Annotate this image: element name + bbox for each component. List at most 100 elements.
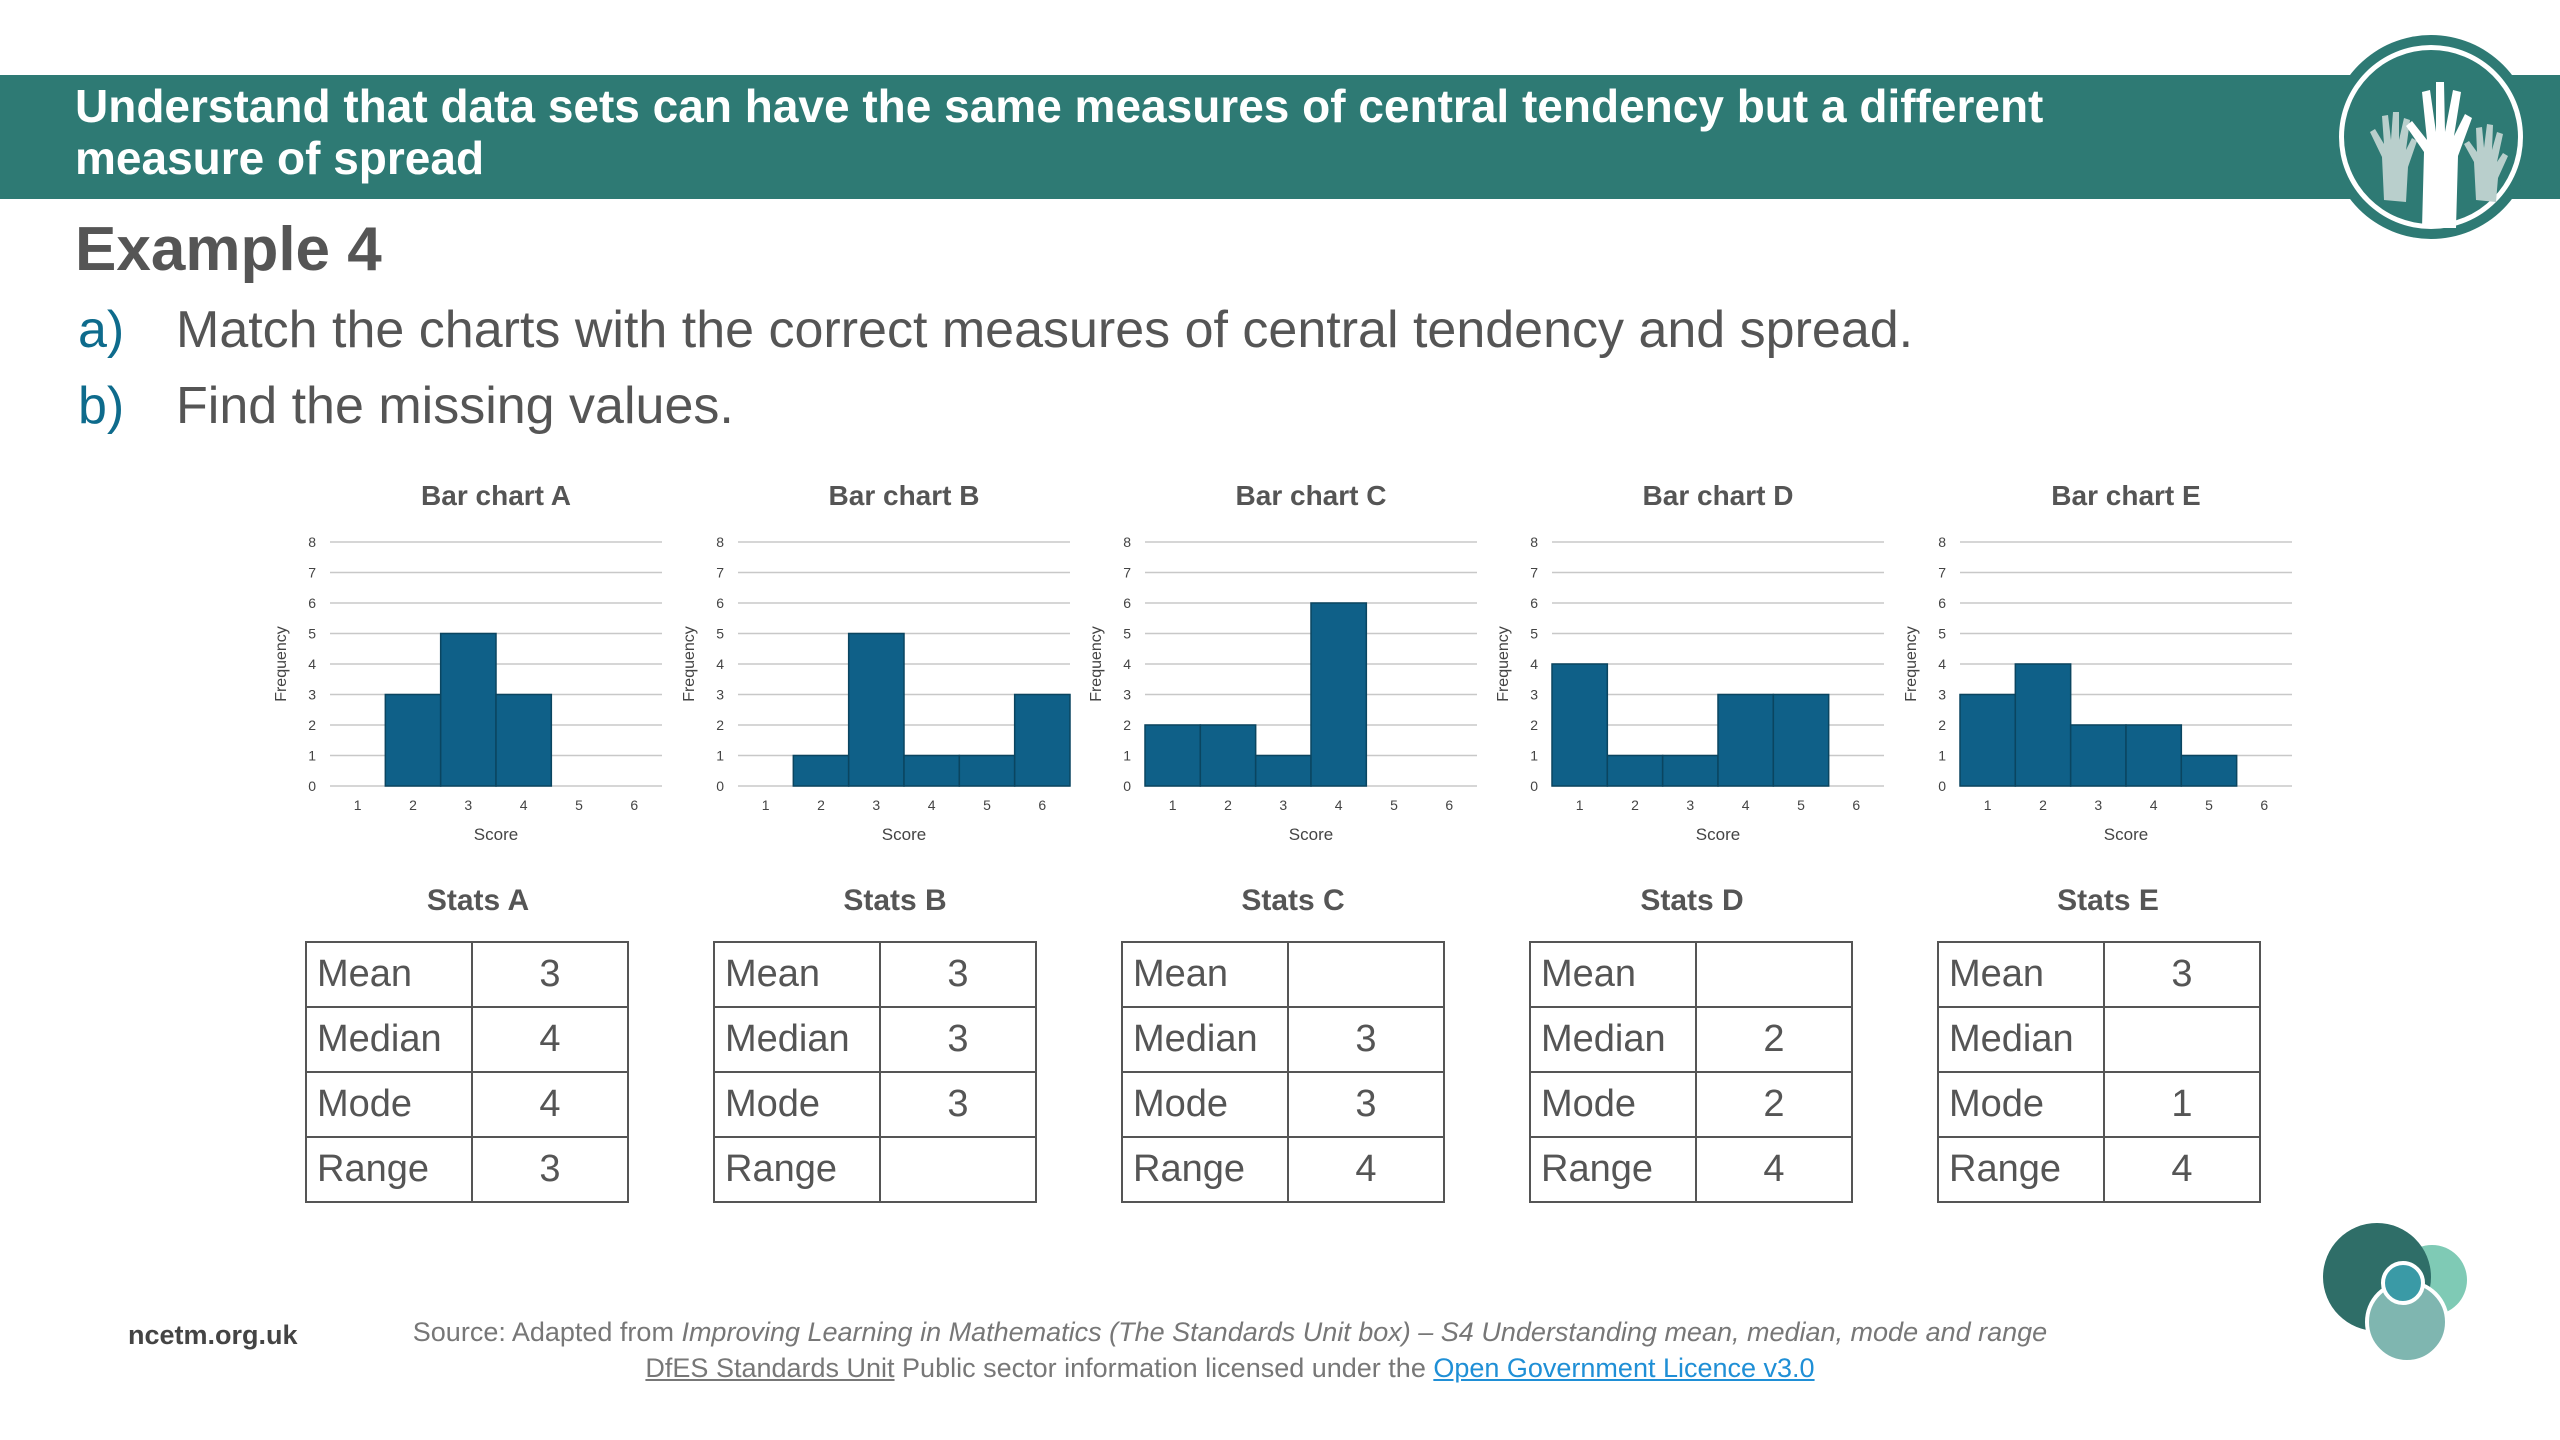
page-title: Understand that data sets can have the s… — [75, 80, 2044, 184]
stats-row: Median 2 — [1529, 1006, 1853, 1073]
bar — [1551, 663, 1609, 787]
stat-label: Median — [1121, 1006, 1289, 1073]
y-tick-label: 3 — [308, 687, 316, 703]
example-heading: Example 4 — [75, 215, 382, 284]
x-axis-label: Score — [1696, 825, 1740, 844]
x-tick-label: 5 — [575, 797, 583, 813]
y-tick-label: 6 — [1530, 595, 1538, 611]
bar — [958, 754, 1016, 787]
stat-value: 4 — [471, 1071, 629, 1138]
licence-text: Public sector information licensed under… — [894, 1353, 1434, 1383]
y-tick-label: 8 — [716, 534, 724, 550]
bar — [2125, 724, 2183, 787]
ogl-link[interactable]: Open Government Licence v3.0 — [1433, 1353, 1815, 1383]
stat-label: Mean — [1121, 941, 1289, 1008]
y-tick-label: 0 — [308, 778, 316, 794]
stats-row: Median 4 — [305, 1006, 629, 1073]
stats-row: Mean — [1121, 941, 1445, 1008]
stat-label: Range — [1529, 1136, 1697, 1203]
dfes-link[interactable]: DfES Standards Unit — [645, 1353, 895, 1383]
stat-value: 1 — [2103, 1071, 2261, 1138]
bar-chart-d: Bar chart D 0 1 2 3 4 5 6 7 8 1 2 3 4 5 6 Score Frequency — [1492, 480, 1908, 860]
question-letter: a) — [78, 301, 125, 359]
x-axis-label: Score — [474, 825, 518, 844]
x-tick-label: 5 — [983, 797, 991, 813]
y-axis-label: Frequency — [273, 626, 290, 702]
x-axis-label: Score — [1289, 825, 1333, 844]
stats-table-b: Mean 3 Median 3 Mode 3 Range — [713, 941, 1037, 1203]
y-tick-label: 0 — [1938, 778, 1946, 794]
bar — [439, 632, 497, 787]
bar — [1717, 693, 1775, 787]
header-banner — [0, 75, 2560, 199]
footer-site-link[interactable]: ncetm.org.uk — [128, 1320, 298, 1350]
bar — [1013, 693, 1071, 787]
bar — [1959, 693, 2017, 787]
source-title: Improving Learning in Mathematics (The S… — [681, 1317, 2048, 1347]
stats-row: Median 3 — [1121, 1006, 1445, 1073]
stat-value: 3 — [471, 941, 629, 1008]
x-tick-label: 3 — [1686, 797, 1694, 813]
x-tick-label: 6 — [630, 797, 638, 813]
stats-row: Mode 4 — [305, 1071, 629, 1138]
question-b: b) Find the missing values. — [78, 376, 734, 436]
y-tick-label: 0 — [1123, 778, 1131, 794]
x-tick-label: 3 — [872, 797, 880, 813]
bar — [2069, 724, 2127, 787]
stat-value: 3 — [471, 1136, 629, 1203]
source-citation: Source: Adapted from Improving Learning … — [400, 1314, 2060, 1386]
stats-row: Range 3 — [305, 1136, 629, 1203]
bar — [792, 754, 850, 787]
stats-row: Range 4 — [1121, 1136, 1445, 1203]
bar — [2014, 663, 2072, 787]
y-tick-label: 4 — [1530, 656, 1538, 672]
bar-chart-e: Bar chart E 0 1 2 3 4 5 6 7 8 1 2 3 4 5 6 Score Frequency — [1900, 480, 2316, 860]
stats-table-d: Mean Median 2 Mode 2 Range 4 — [1529, 941, 1853, 1203]
bar — [1254, 754, 1312, 787]
y-tick-label: 7 — [716, 565, 724, 581]
bar — [903, 754, 961, 787]
bar — [1772, 693, 1830, 787]
stat-label: Mode — [1937, 1071, 2105, 1138]
stats-row: Mode 3 — [713, 1071, 1037, 1138]
ncetm-circles-logo — [2323, 1223, 2467, 1362]
stat-value: 3 — [2103, 941, 2261, 1008]
stats-row: Median — [1937, 1006, 2261, 1073]
y-tick-label: 4 — [716, 656, 724, 672]
x-tick-label: 4 — [1335, 797, 1343, 813]
stat-label: Mean — [305, 941, 473, 1008]
y-axis-label: Frequency — [1495, 626, 1512, 702]
y-tick-label: 5 — [308, 626, 316, 642]
stats-row: Mode 3 — [1121, 1071, 1445, 1138]
x-tick-label: 6 — [1852, 797, 1860, 813]
stats-title: Stats C — [1241, 884, 1345, 917]
source-line-2: DfES Standards Unit Public sector inform… — [400, 1350, 2060, 1386]
y-tick-label: 1 — [1530, 748, 1538, 764]
question-letter: b) — [78, 377, 125, 435]
x-tick-label: 5 — [1797, 797, 1805, 813]
y-tick-label: 2 — [308, 717, 316, 733]
question-text: Find the missing values. — [176, 377, 734, 435]
x-tick-label: 6 — [1445, 797, 1453, 813]
y-tick-label: 4 — [1123, 656, 1131, 672]
x-tick-label: 3 — [464, 797, 472, 813]
y-tick-label: 2 — [1938, 717, 1946, 733]
y-tick-label: 3 — [1530, 687, 1538, 703]
y-tick-label: 1 — [1123, 748, 1131, 764]
y-axis-label: Frequency — [1088, 626, 1105, 702]
bar — [1310, 602, 1368, 787]
stat-label: Range — [713, 1136, 881, 1203]
y-tick-label: 8 — [1123, 534, 1131, 550]
stat-value — [2103, 1006, 2261, 1073]
stats-row: Range — [713, 1136, 1037, 1203]
y-axis-label: Frequency — [1903, 626, 1920, 702]
y-tick-label: 7 — [1938, 565, 1946, 581]
x-tick-label: 2 — [2039, 797, 2047, 813]
y-tick-label: 7 — [1530, 565, 1538, 581]
stat-value — [1287, 941, 1445, 1008]
chart-title: Bar chart A — [421, 480, 571, 511]
y-tick-label: 4 — [308, 656, 316, 672]
y-tick-label: 8 — [1530, 534, 1538, 550]
bar-chart-c: Bar chart C 0 1 2 3 4 5 6 7 8 1 2 3 4 5 6 Score Frequency — [1085, 480, 1501, 860]
chart-title: Bar chart B — [829, 480, 980, 511]
